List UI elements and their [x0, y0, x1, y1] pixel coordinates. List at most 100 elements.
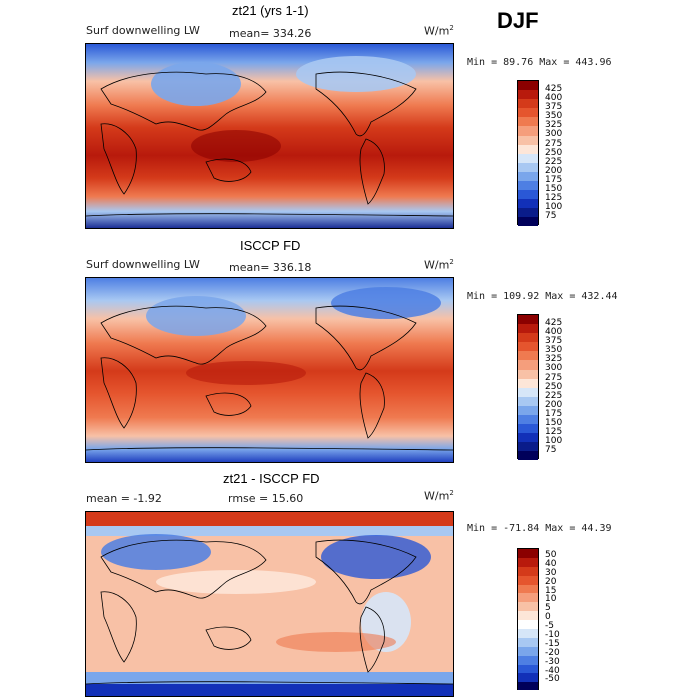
panel2-colorbar-label: 75 — [545, 445, 557, 456]
panel2-colorbar-label: 275 — [545, 372, 563, 383]
panel1-colorbar-swatch — [518, 171, 538, 182]
panel1-field-label: Surf downwelling LW — [86, 24, 200, 37]
panel3-colorbar-swatch — [518, 629, 538, 638]
panel2-colorbar-label: 400 — [545, 327, 563, 338]
panel3-title: zt21 - ISCCP FD — [223, 471, 320, 486]
panel1-colorbar-label: 325 — [545, 120, 563, 131]
panel2-colorbar-swatch — [518, 424, 538, 434]
panel3-warm-spac — [276, 632, 396, 652]
panel2-colorbar-swatch — [518, 415, 538, 425]
panel2-colorbar-label: 100 — [545, 436, 563, 447]
panel3-colorbar-label: -20 — [545, 647, 560, 658]
panel3-colorbar-swatch — [518, 637, 538, 647]
panel2-colorbar-labels: 425 400 375 350 325 300 275 250 225 200 … — [545, 318, 563, 456]
panel3-colorbar-labels: 50 40 30 20 15 10 5 0 -5 -10 -15 -20 -30… — [545, 551, 560, 684]
panel1-colorbar-labels: 425 400 375 350 325 300 275 250 225 200 … — [545, 84, 563, 222]
panel1-colorbar-swatch — [518, 126, 538, 136]
panel3-colorbar-swatch — [518, 655, 538, 665]
panel1-colorbar-swatch — [518, 199, 538, 209]
panel3-colorbar-swatch — [518, 575, 538, 585]
panel2-warm-pool — [186, 361, 306, 385]
panel1-colorbar-swatch — [518, 81, 538, 91]
panel3-cold-america — [321, 535, 431, 579]
panel2-colorbar-label: 350 — [545, 345, 563, 356]
panel3-units: W/m2 — [424, 489, 454, 503]
panel1-colorbar-label: 75 — [545, 211, 557, 222]
panel3-colorbar — [517, 548, 539, 690]
panel2-colorbar-swatch — [518, 396, 538, 406]
panel3-colorbar-swatch — [518, 602, 538, 612]
panel3-colorbar-swatch — [518, 566, 538, 576]
panel3-colorbar-swatch — [518, 673, 538, 683]
panel2-colorbar-swatch — [518, 342, 538, 352]
panel3-colorbar-label: 5 — [545, 603, 551, 614]
panel2-colorbar-swatch — [518, 405, 538, 416]
panel3-colorbar-swatch — [518, 664, 538, 674]
panel1-map — [85, 43, 454, 229]
panel3-colorbar-swatch — [518, 549, 538, 558]
panel3-colorbar-label: -15 — [545, 638, 560, 649]
panel3-colorbar-swatch — [518, 593, 538, 603]
panel1-colorbar-swatch — [518, 208, 538, 218]
panel3-colorbar-swatch — [518, 646, 538, 656]
panel2-map-svg — [86, 278, 453, 462]
panel2-colorbar-swatch — [518, 387, 538, 397]
panel3-south-band — [86, 684, 453, 696]
panel2-title: ISCCP FD — [240, 238, 301, 253]
panel2-field-label: Surf downwelling LW — [86, 258, 200, 271]
panel1-warm-pool — [191, 130, 281, 162]
panel3-colorbar-label: 20 — [545, 576, 557, 587]
panel1-colorbar-swatch — [518, 190, 538, 200]
panel3-colorbar-label: 0 — [545, 612, 551, 623]
panel1-colorbar-label: 200 — [545, 165, 563, 176]
panel1-colorbar-swatch — [518, 99, 538, 109]
panel3-colorbar-swatch — [518, 584, 538, 594]
panel3-north-band — [86, 512, 453, 526]
panel2-colorbar-label: 225 — [545, 390, 563, 401]
panel1-colorbar-label: 275 — [545, 138, 563, 149]
panel2-colorbar-label: 325 — [545, 354, 563, 365]
panel2-colorbar-label: 300 — [545, 363, 563, 374]
panel2-colorbar-swatch — [518, 369, 538, 379]
panel3-neutral-band — [156, 570, 316, 594]
panel1-colorbar-swatch — [518, 117, 538, 127]
panel3-colorbar-swatch — [518, 682, 538, 690]
panel2-colorbar-label: 250 — [545, 381, 563, 392]
panel3-colorbar-label: -50 — [545, 674, 560, 685]
panel1-colorbar-swatch — [518, 181, 538, 191]
panel2-colorbar-label: 425 — [545, 318, 563, 328]
panel1-colorbar-swatch — [518, 135, 538, 145]
panel1-colorbar-swatch — [518, 144, 538, 154]
panel2-colorbar-swatch — [518, 451, 538, 460]
panel2-units: W/m2 — [424, 258, 454, 272]
panel3-colorbar-swatch — [518, 557, 538, 567]
panel1-colorbar-label: 375 — [545, 102, 563, 113]
panel3-colorbar-label: -10 — [545, 630, 560, 641]
panel2-colorbar-swatch — [518, 333, 538, 343]
panel1-colorbar-label: 125 — [545, 193, 563, 204]
panel1-colorbar-swatch — [518, 153, 538, 163]
panel3-colorbar-label: 50 — [545, 550, 557, 560]
panel3-colorbar-label: -30 — [545, 656, 560, 667]
panel1-title: zt21 (yrs 1-1) — [232, 3, 309, 18]
panel1-colorbar-label: 425 — [545, 84, 563, 94]
panel3-colorbar-label: 15 — [545, 585, 557, 596]
panel1-colorbar-label: 100 — [545, 202, 563, 213]
panel3-north-transition — [86, 526, 453, 536]
panel1-colorbar — [517, 80, 539, 226]
panel2-colorbar-label: 125 — [545, 427, 563, 438]
season-label: DJF — [497, 8, 539, 33]
panel3-map-svg — [86, 512, 453, 696]
panel1-cold-namerica — [296, 56, 416, 92]
panel1-coastlines — [86, 71, 453, 217]
panel1-colorbar-label: 350 — [545, 111, 563, 122]
panel1-map-svg — [86, 44, 453, 228]
panel3-colorbar-swatch — [518, 611, 538, 621]
panel1-colorbar-label: 300 — [545, 129, 563, 140]
panel1-colorbar-swatch — [518, 108, 538, 118]
panel3-rmse: rmse = 15.60 — [228, 492, 304, 505]
panel2-colorbar-swatch — [518, 324, 538, 334]
panel2-cold-namerica — [331, 287, 441, 319]
panel2-cold-asia — [146, 296, 246, 336]
panel2-colorbar-swatch — [518, 351, 538, 361]
